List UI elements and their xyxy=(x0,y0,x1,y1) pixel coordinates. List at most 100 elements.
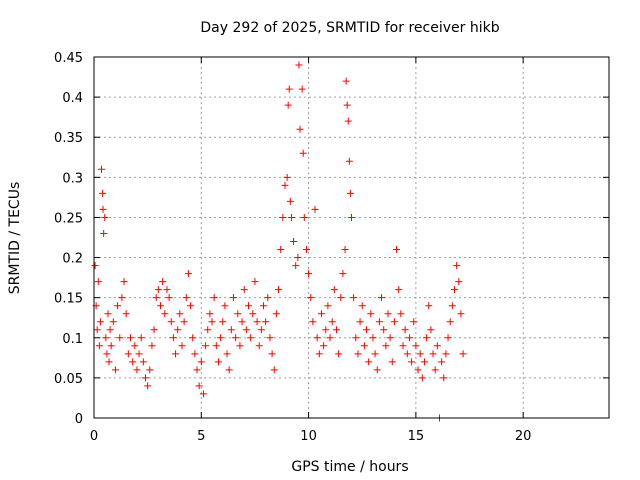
data-point xyxy=(126,334,134,342)
data-point xyxy=(189,334,197,342)
data-point xyxy=(180,318,188,326)
data-point xyxy=(204,326,212,334)
data-point xyxy=(191,350,199,358)
data-point xyxy=(270,366,278,374)
data-point xyxy=(369,334,377,342)
data-point xyxy=(102,334,110,342)
data-point xyxy=(311,205,319,213)
data-point xyxy=(116,334,124,342)
data-point xyxy=(332,326,340,334)
x-tick-label: 10 xyxy=(300,429,317,444)
data-point xyxy=(279,213,287,221)
y-tick-label: 0.05 xyxy=(54,372,83,387)
x-tick-label: 20 xyxy=(515,429,532,444)
data-point xyxy=(264,294,272,302)
data-point xyxy=(388,358,396,366)
data-point xyxy=(346,189,354,197)
data-point xyxy=(101,213,109,221)
y-tick-labels: 0 0.05 0.1 0.15 0.2 0.25 0.3 0.35 0.4 0.45 xyxy=(54,51,83,427)
data-point xyxy=(418,374,426,382)
data-point xyxy=(431,366,439,374)
data-point xyxy=(302,246,310,254)
data-point xyxy=(358,302,366,310)
data-point xyxy=(221,302,229,310)
data-point xyxy=(131,342,139,350)
data-point xyxy=(99,189,107,197)
data-point xyxy=(459,350,467,358)
data-point xyxy=(195,382,203,390)
data-point xyxy=(344,117,352,125)
data-point xyxy=(446,318,454,326)
axis-ticks xyxy=(93,56,609,419)
data-point xyxy=(401,326,409,334)
data-point xyxy=(403,350,411,358)
data-point xyxy=(106,326,114,334)
y-tick-label: 0.1 xyxy=(62,332,83,347)
data-point xyxy=(223,350,231,358)
data-point xyxy=(193,366,201,374)
data-point xyxy=(122,310,130,318)
data-point xyxy=(266,334,274,342)
data-point xyxy=(433,342,441,350)
data-point xyxy=(219,318,227,326)
data-point xyxy=(240,286,248,294)
data-point xyxy=(348,213,355,221)
data-point xyxy=(395,286,403,294)
data-point xyxy=(290,238,298,246)
data-point xyxy=(94,278,102,286)
data-point xyxy=(214,358,222,366)
data-point xyxy=(294,254,302,262)
y-tick-label: 0.4 xyxy=(62,91,83,106)
data-point xyxy=(341,246,349,254)
data-point xyxy=(453,262,461,270)
data-point xyxy=(390,318,398,326)
data-point xyxy=(382,342,390,350)
data-point xyxy=(412,342,420,350)
data-point xyxy=(277,246,285,254)
data-point xyxy=(129,358,137,366)
data-point xyxy=(257,326,265,334)
data-point xyxy=(315,350,323,358)
data-point xyxy=(292,262,300,270)
data-point xyxy=(363,326,371,334)
data-point xyxy=(272,310,280,318)
data-point xyxy=(111,366,119,374)
x-tick-label: 15 xyxy=(408,429,425,444)
data-point xyxy=(260,302,268,310)
data-point xyxy=(142,374,149,382)
data-point xyxy=(154,286,162,294)
data-point xyxy=(440,374,448,382)
data-point xyxy=(457,310,465,318)
data-point xyxy=(217,334,225,342)
data-point xyxy=(420,358,428,366)
data-point xyxy=(307,294,315,302)
data-point xyxy=(442,350,450,358)
data-point xyxy=(174,326,182,334)
data-point xyxy=(236,342,244,350)
data-point xyxy=(251,278,259,286)
data-point xyxy=(262,318,270,326)
data-point xyxy=(324,302,332,310)
data-point xyxy=(275,286,283,294)
data-point xyxy=(109,318,117,326)
data-point xyxy=(371,350,379,358)
data-point xyxy=(380,326,388,334)
data-point xyxy=(208,318,216,326)
data-point xyxy=(429,350,437,358)
data-point xyxy=(150,326,158,334)
data-point xyxy=(386,334,394,342)
data-point xyxy=(98,165,106,173)
data-point xyxy=(100,229,108,237)
data-point xyxy=(330,286,338,294)
data-point xyxy=(345,157,353,165)
data-point xyxy=(114,302,122,310)
data-point xyxy=(335,350,343,358)
chart-title: Day 292 of 2025, SRMTID for receiver hik… xyxy=(200,20,499,36)
data-point xyxy=(187,302,195,310)
data-point xyxy=(148,342,156,350)
data-point xyxy=(373,366,381,374)
data-point xyxy=(93,326,101,334)
data-point xyxy=(242,326,250,334)
y-axis-label: SRMTID / TECUs xyxy=(7,182,23,295)
data-point xyxy=(103,350,111,358)
